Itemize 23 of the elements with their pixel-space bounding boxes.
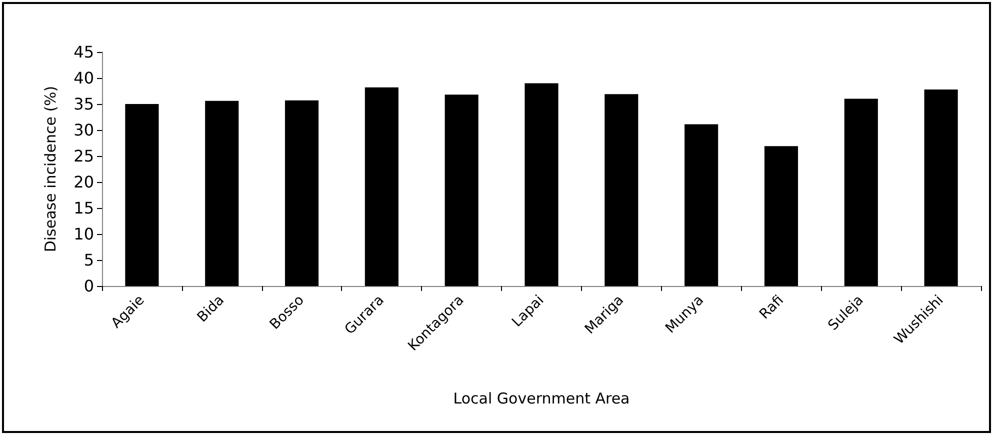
y-tick-label: 40 (74, 68, 94, 88)
bar (684, 124, 718, 286)
bar (444, 94, 478, 286)
bar (764, 146, 798, 286)
y-tick-label: 0 (84, 276, 94, 296)
bar (364, 87, 398, 286)
bar (125, 104, 159, 286)
y-tick-label: 15 (74, 198, 94, 218)
y-axis-title: Disease incidence (%) (42, 86, 60, 252)
bar (524, 83, 558, 286)
y-tick-label: 20 (74, 172, 94, 192)
bar (844, 98, 878, 286)
y-tick-label: 35 (74, 94, 94, 114)
bar (604, 94, 638, 286)
y-tick-label: 45 (74, 42, 94, 62)
bar (205, 100, 239, 286)
bar (924, 89, 958, 286)
y-tick-label: 5 (84, 250, 94, 270)
y-tick-label: 10 (74, 224, 94, 244)
y-tick-label: 25 (74, 146, 94, 166)
y-tick-label: 30 (74, 120, 94, 140)
bar (284, 100, 319, 286)
x-axis-title: Local Government Area (453, 390, 630, 408)
